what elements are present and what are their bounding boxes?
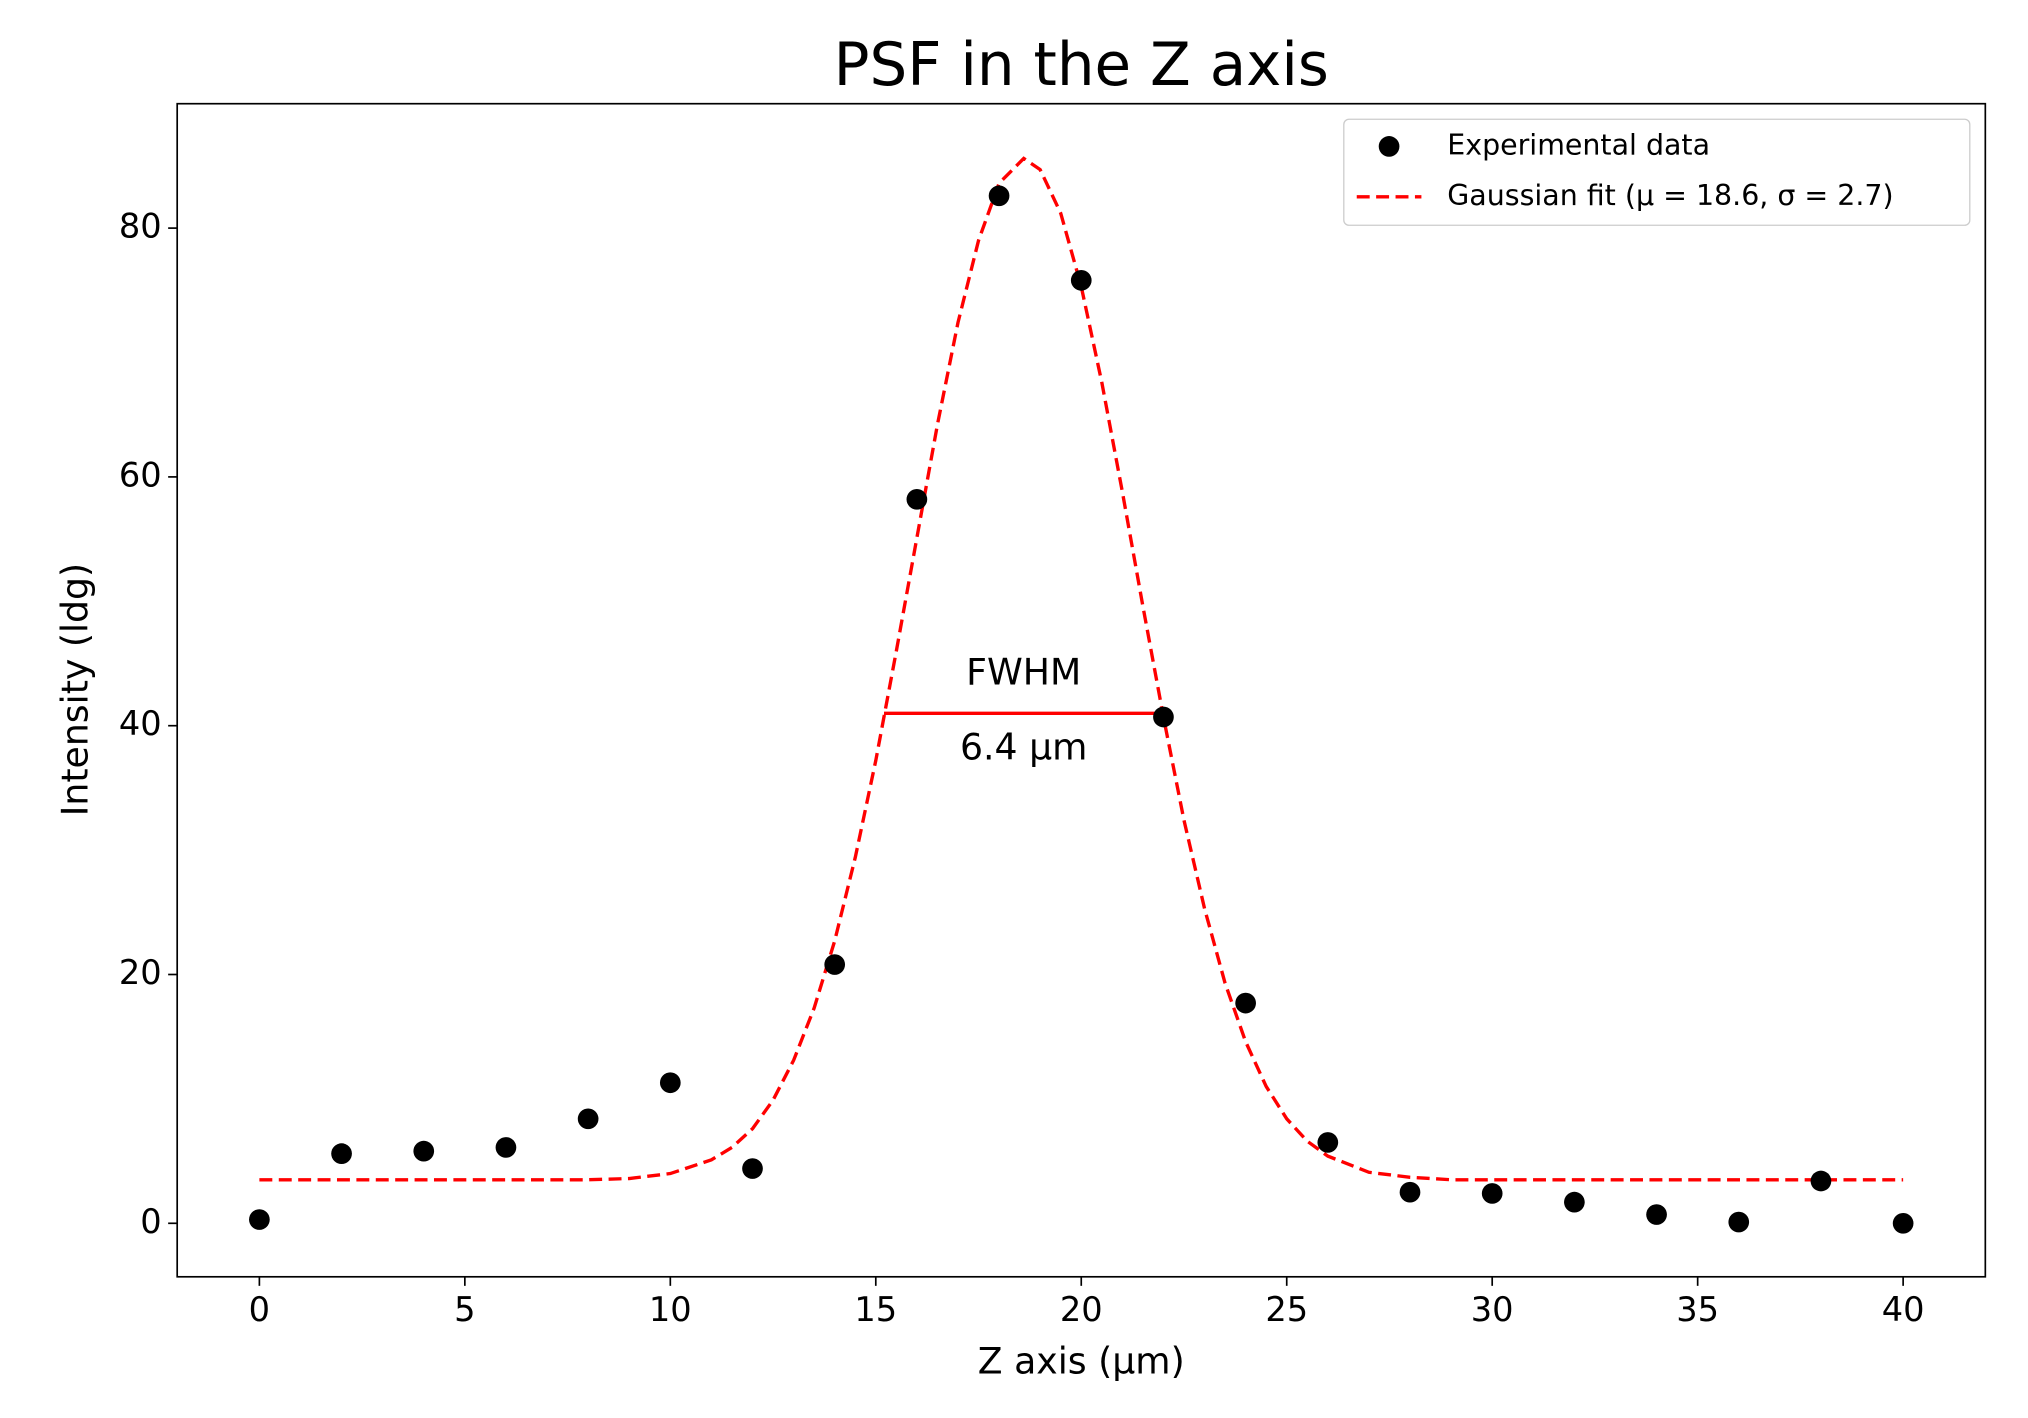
data-point [1892, 1212, 1914, 1234]
x-tick-label: 5 [454, 1290, 475, 1329]
data-point [1153, 706, 1174, 728]
x-tick-label: 15 [854, 1290, 897, 1329]
data-point [1646, 1204, 1667, 1225]
y-axis-label: Intensity (ldg) [54, 563, 97, 816]
data-point [659, 1072, 681, 1094]
data-point [1070, 270, 1092, 291]
fwhm-value: 6.4 µm [960, 725, 1087, 768]
data-point [1564, 1191, 1585, 1213]
y-tick-label: 80 [119, 207, 162, 246]
fwhm-label: FWHM [966, 650, 1081, 693]
legend-label: Gaussian fit (μ = 18.6, σ = 2.7) [1447, 179, 1893, 212]
data-point [577, 1108, 599, 1130]
data-point [1810, 1170, 1832, 1192]
data-point [1235, 992, 1256, 1014]
x-tick-label: 25 [1265, 1290, 1308, 1329]
data-point [413, 1140, 435, 1162]
data-point [988, 185, 1010, 207]
data-point [1399, 1181, 1421, 1203]
x-tick-label: 0 [249, 1290, 270, 1329]
x-tick-label: 30 [1471, 1290, 1514, 1329]
y-tick-label: 60 [119, 455, 162, 494]
plot-frame [176, 102, 1987, 1278]
x-tick-label: 10 [649, 1290, 692, 1329]
x-tick-label: 20 [1060, 1290, 1103, 1329]
data-point [331, 1143, 352, 1164]
x-axis-label: Z axis (µm) [978, 1339, 1185, 1382]
data-point [906, 488, 928, 510]
legend-box [1343, 118, 1971, 226]
legend-marker [1378, 136, 1400, 157]
data-point [249, 1209, 270, 1230]
y-tick-label: 40 [119, 704, 162, 743]
data-point [824, 954, 846, 975]
data-point [1481, 1183, 1503, 1204]
data-point [495, 1137, 517, 1158]
data-point [1317, 1132, 1339, 1153]
y-tick-label: 20 [119, 953, 162, 992]
y-tick-label: 0 [140, 1202, 161, 1241]
data-point [1728, 1211, 1750, 1233]
x-tick-label: 40 [1882, 1290, 1925, 1329]
fit-line [259, 156, 1904, 1182]
data-point [742, 1158, 763, 1179]
x-tick-label: 35 [1676, 1290, 1719, 1329]
legend-label: Experimental data [1447, 128, 1710, 161]
chart-title: PSF in the Z axis [834, 31, 1329, 100]
